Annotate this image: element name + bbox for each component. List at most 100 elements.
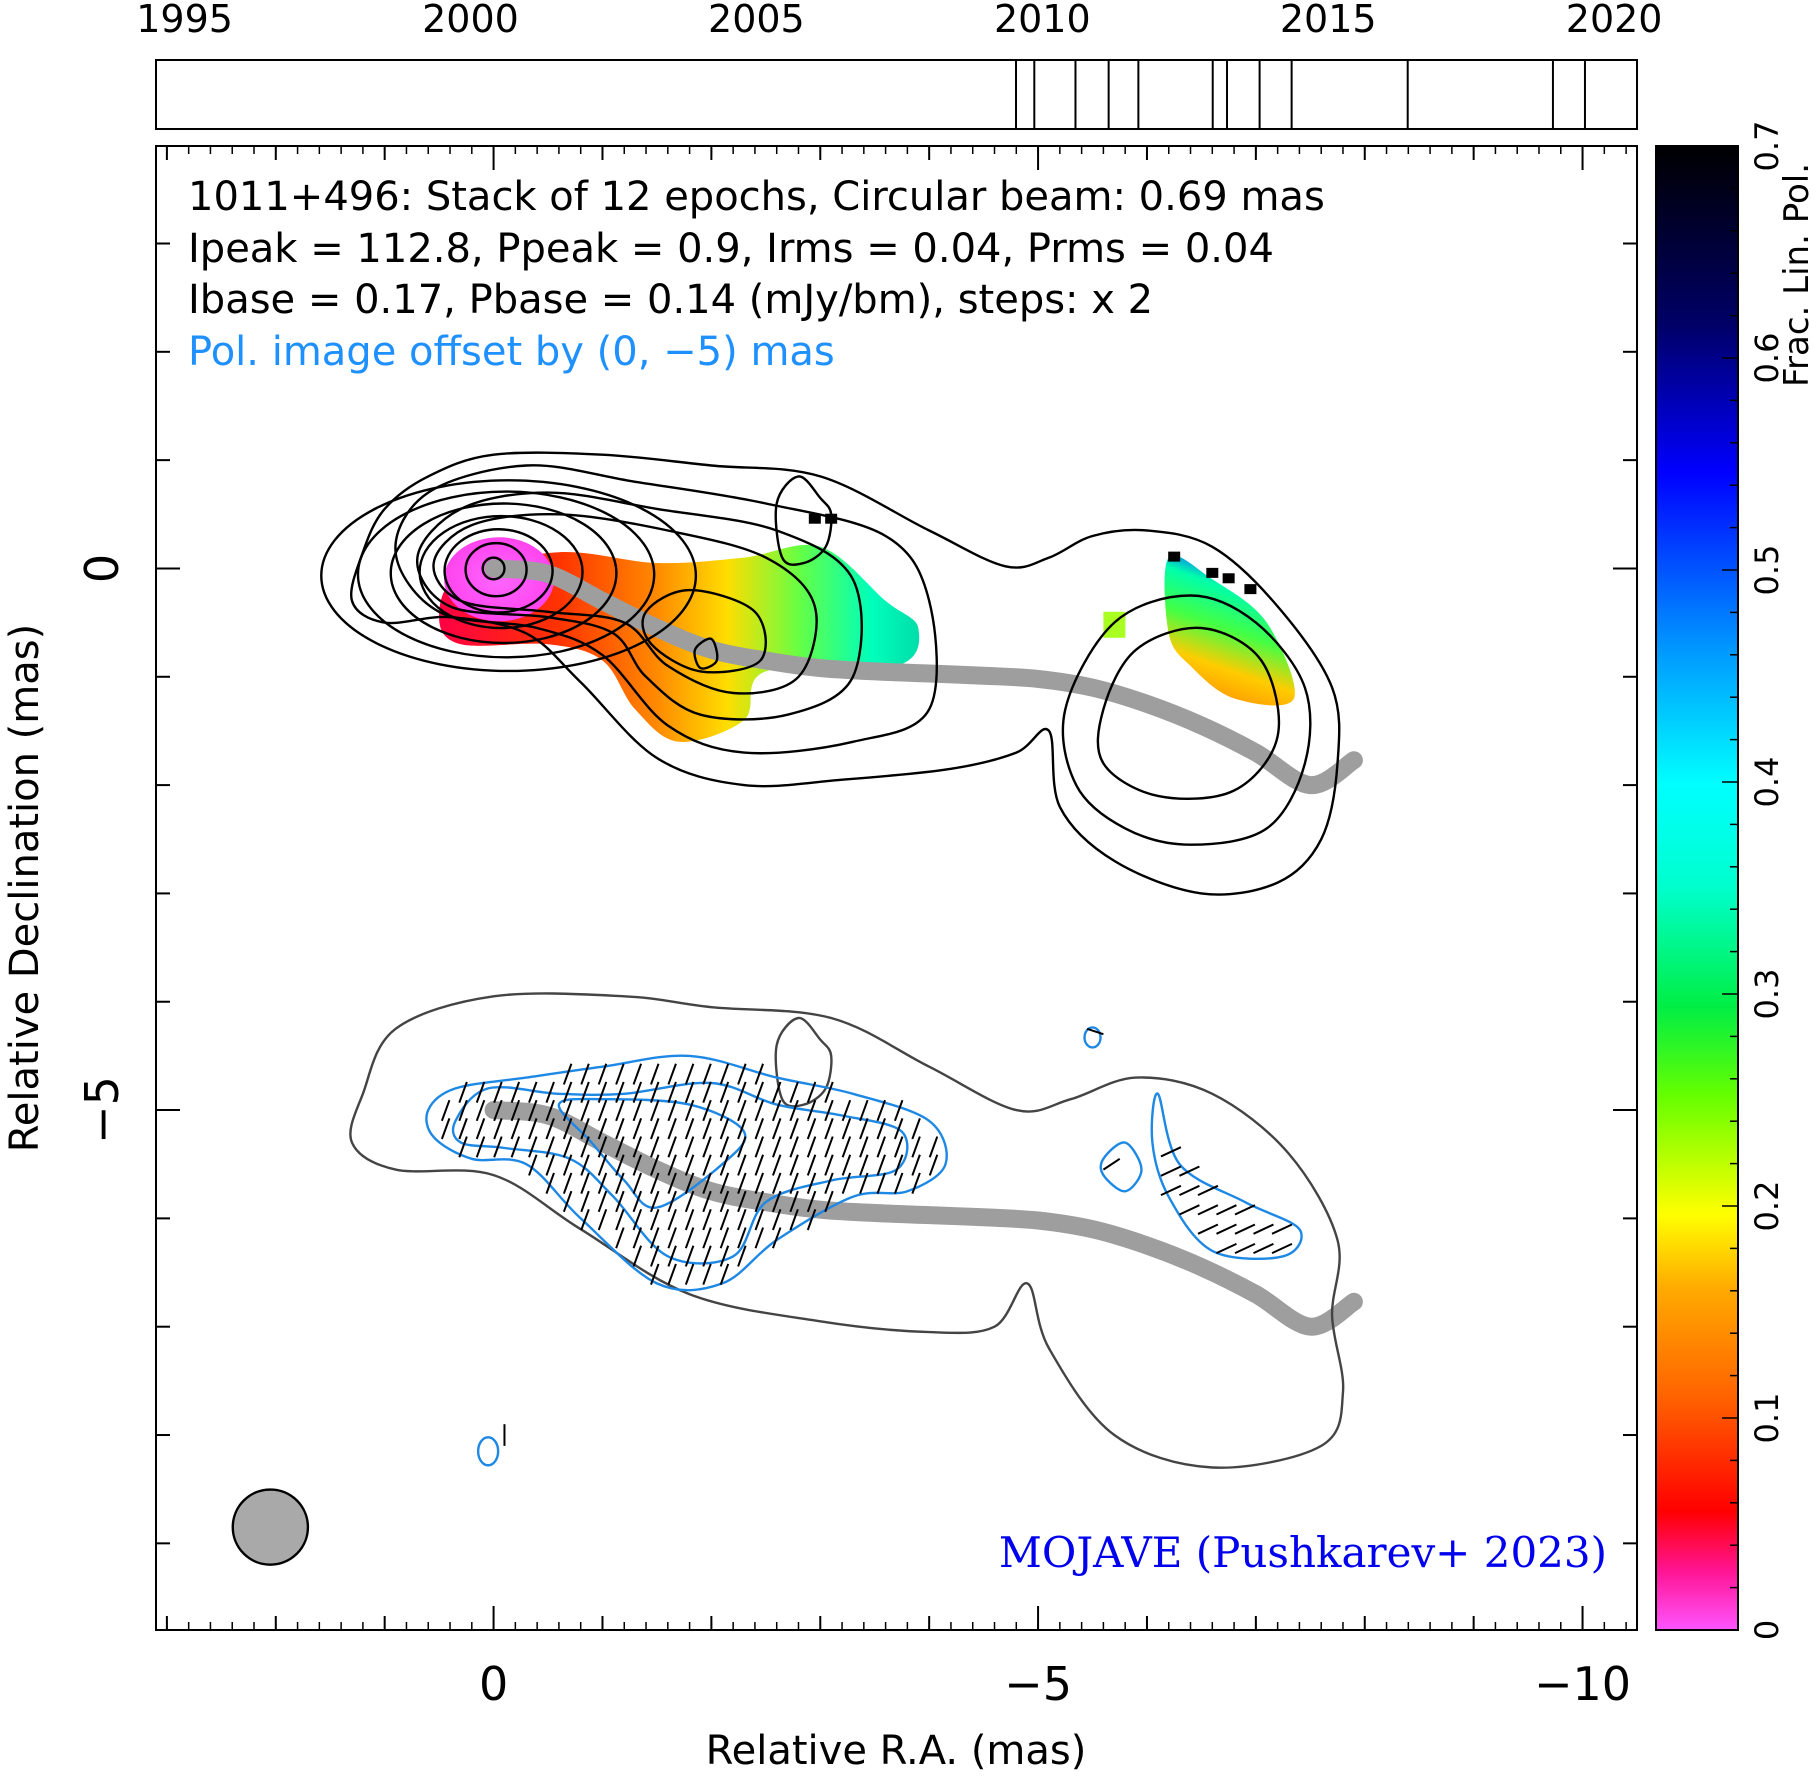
colorbar: 0 0.1 0.2 0.3 0.4 0.5 0.6 0.7 Frac. Lin. Pol. bbox=[1655, 121, 1817, 1640]
evpa-tick bbox=[702, 1245, 712, 1267]
colorbar-label: Frac. Lin. Pol. bbox=[1777, 163, 1817, 387]
evpa-tick bbox=[458, 1099, 468, 1122]
evpa-tick bbox=[841, 1136, 852, 1158]
evpa-tick bbox=[632, 1154, 643, 1176]
evpa-tick bbox=[475, 1081, 486, 1103]
evpa-tick bbox=[772, 1172, 782, 1194]
evpa-tick bbox=[632, 1227, 643, 1249]
core-contours bbox=[320, 479, 698, 673]
evpa-tick bbox=[824, 1172, 834, 1194]
evpa-tick bbox=[684, 1245, 695, 1267]
evpa-tick bbox=[1216, 1242, 1237, 1255]
timeline-frame bbox=[155, 59, 1638, 130]
evpa-tick bbox=[737, 1190, 747, 1213]
evpa-tick bbox=[562, 1081, 573, 1103]
evpa-tick bbox=[789, 1209, 799, 1231]
timeline-tick-label: 2000 bbox=[422, 0, 519, 41]
evpa-tick bbox=[754, 1063, 764, 1085]
evpa-tick bbox=[789, 1172, 799, 1194]
evpa-tick bbox=[597, 1172, 608, 1194]
evpa-tick bbox=[911, 1118, 921, 1140]
evpa-tick bbox=[650, 1227, 660, 1249]
evpa-tick bbox=[597, 1154, 608, 1176]
annotation-line-2: Ipeak = 112.8, Ppeak = 0.9, Irms = 0.04,… bbox=[188, 226, 1274, 272]
ridge-line-offset bbox=[484, 1101, 1363, 1336]
evpa-tick bbox=[702, 1190, 712, 1213]
colorbar-tick-label: 0 bbox=[1748, 1620, 1786, 1640]
timeline-tick-label: 1995 bbox=[136, 0, 233, 41]
offset-intensity-contour bbox=[774, 1016, 833, 1108]
evpa-tick bbox=[824, 1154, 834, 1176]
evpa-tick bbox=[1234, 1204, 1256, 1216]
evpa-tick bbox=[893, 1099, 904, 1122]
evpa-tick bbox=[911, 1136, 921, 1158]
evpa-tick bbox=[684, 1099, 695, 1122]
evpa-tick bbox=[772, 1118, 782, 1140]
evpa-tick bbox=[632, 1209, 643, 1231]
evpa-tick bbox=[1271, 1223, 1293, 1235]
evpa-tick bbox=[1234, 1242, 1256, 1255]
evpa-tick bbox=[772, 1136, 782, 1158]
evpa-tick bbox=[632, 1190, 643, 1213]
evpa-tick bbox=[841, 1099, 852, 1122]
core-contour bbox=[481, 556, 506, 581]
evpa-tick bbox=[789, 1118, 799, 1140]
y-axis-label: Relative Declination (mas) bbox=[2, 624, 48, 1152]
evpa-tick bbox=[580, 1172, 590, 1194]
evpa-tick bbox=[615, 1081, 625, 1103]
timeline-epochs bbox=[1015, 60, 1586, 129]
evpa-tick bbox=[650, 1190, 660, 1213]
evpa-tick bbox=[580, 1136, 590, 1158]
evpa-tick bbox=[911, 1172, 921, 1194]
colorbar-tick-label: 0.2 bbox=[1748, 1181, 1786, 1232]
beam-circle bbox=[231, 1488, 310, 1566]
evpa-tick bbox=[824, 1118, 834, 1140]
x-tick-label: −5 bbox=[1004, 1657, 1072, 1711]
evpa-tick bbox=[702, 1099, 712, 1122]
plot-frame bbox=[155, 145, 1638, 1631]
evpa-tick bbox=[545, 1099, 555, 1122]
evpa-tick bbox=[789, 1099, 799, 1122]
evpa-tick bbox=[1160, 1184, 1182, 1197]
polarization-contour bbox=[1099, 1141, 1143, 1193]
evpa-tick bbox=[1179, 1204, 1200, 1216]
evpa-tick bbox=[719, 1118, 730, 1140]
intensity-contour bbox=[416, 491, 863, 721]
evpa-tick bbox=[528, 1118, 538, 1140]
evpa-tick bbox=[562, 1190, 573, 1213]
evpa-tick bbox=[1160, 1146, 1182, 1158]
evpa-tick bbox=[859, 1154, 869, 1176]
evpa-tick bbox=[667, 1099, 677, 1122]
evpa-tick bbox=[510, 1136, 521, 1158]
evpa-tick bbox=[528, 1154, 538, 1176]
y-axis-ticks bbox=[156, 242, 1637, 1545]
evpa-tick bbox=[615, 1136, 625, 1158]
evpa-tick bbox=[510, 1099, 521, 1122]
evpa-tick bbox=[632, 1118, 643, 1140]
evpa-tick bbox=[806, 1118, 817, 1140]
evpa-tick bbox=[841, 1154, 852, 1176]
intensity-contour bbox=[1096, 626, 1281, 800]
intensity-contour bbox=[394, 464, 938, 755]
colorbar-tick-label: 0.6 bbox=[1748, 333, 1786, 384]
evpa-tick bbox=[615, 1118, 625, 1140]
annotation-line-1: 1011+496: Stack of 12 epochs, Circular b… bbox=[188, 174, 1325, 220]
evpa-tick bbox=[440, 1099, 451, 1122]
offset-total-intensity-outline bbox=[349, 992, 1345, 1469]
evpa-tick bbox=[580, 1081, 590, 1103]
evpa-tick bbox=[597, 1209, 608, 1231]
evpa-tick bbox=[545, 1118, 555, 1140]
intensity-contour bbox=[693, 637, 719, 670]
evpa-tick bbox=[754, 1172, 764, 1194]
evpa-tick bbox=[806, 1209, 817, 1231]
evpa-tick bbox=[667, 1063, 677, 1085]
fracpol-pixel bbox=[1168, 551, 1181, 562]
colorbar-tick-label: 0.4 bbox=[1748, 757, 1786, 808]
evpa-tick bbox=[1216, 1204, 1237, 1216]
evpa-tick bbox=[615, 1154, 625, 1176]
evpa-tick bbox=[667, 1172, 677, 1194]
evpa-tick bbox=[632, 1245, 643, 1267]
timeline-tick-label: 2005 bbox=[708, 0, 805, 41]
intensity-contour bbox=[641, 588, 767, 674]
evpa-tick bbox=[458, 1118, 468, 1140]
